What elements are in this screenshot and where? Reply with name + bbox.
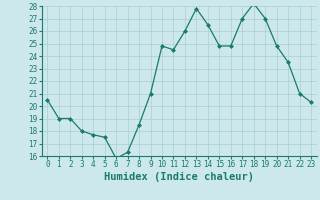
X-axis label: Humidex (Indice chaleur): Humidex (Indice chaleur) bbox=[104, 172, 254, 182]
